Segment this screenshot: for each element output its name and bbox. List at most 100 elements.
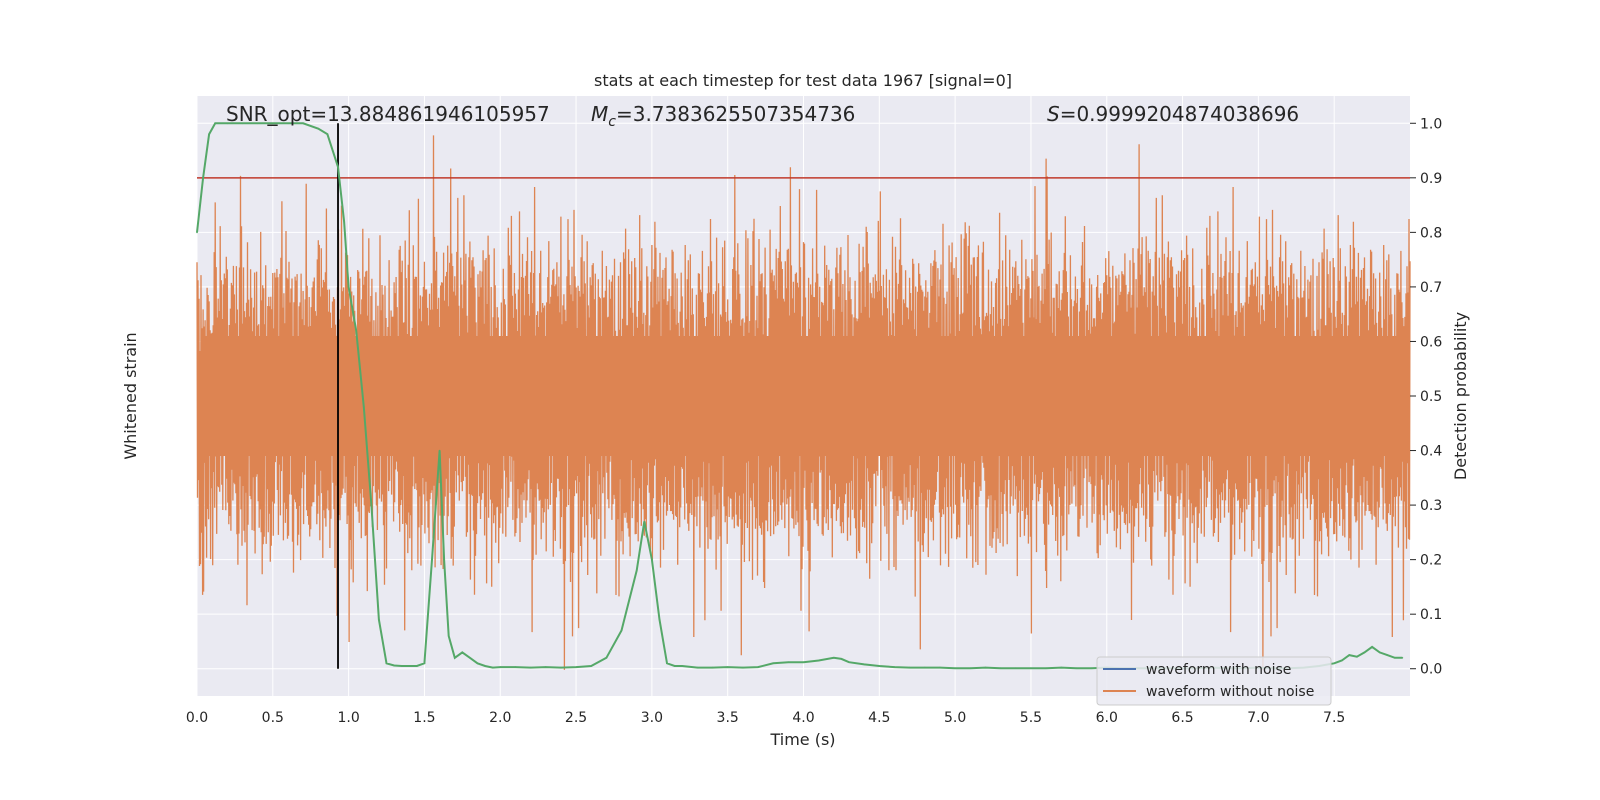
detection-probability-point xyxy=(208,133,210,135)
detection-probability-point xyxy=(1060,666,1063,669)
detection-probability-point xyxy=(999,667,1002,669)
detection-probability-point xyxy=(711,666,714,669)
detection-probability-point xyxy=(343,220,345,223)
chart-title: stats at each timestep for test data 196… xyxy=(594,71,1012,90)
x-tick-label: 3.0 xyxy=(641,710,663,726)
detection-probability-point xyxy=(840,658,843,660)
detection-probability-point xyxy=(696,666,699,669)
detection-probability-point xyxy=(954,667,956,669)
detection-probability-point xyxy=(378,618,380,621)
detection-probability-point xyxy=(560,666,562,669)
detection-probability-point xyxy=(772,662,774,665)
y-tick-label-right: 0.8 xyxy=(1420,225,1442,241)
x-tick-label: 0.5 xyxy=(262,710,284,726)
detection-probability-point xyxy=(476,662,479,665)
detection-probability-point xyxy=(681,665,683,667)
detection-probability-point xyxy=(969,667,972,669)
waveform-without-noise-line xyxy=(196,135,1411,670)
detection-probability-point xyxy=(416,665,418,667)
y-tick-label-right: 0.5 xyxy=(1420,389,1442,405)
legend-label-without-noise: waveform without noise xyxy=(1146,684,1314,700)
legend: waveform with noise waveform without noi… xyxy=(1096,656,1332,706)
detection-probability-point xyxy=(848,661,850,663)
detection-probability-point xyxy=(1075,667,1078,669)
detection-probability-point xyxy=(878,665,881,667)
detection-probability-point xyxy=(787,661,790,663)
detection-probability-point xyxy=(499,666,502,668)
detection-probability-point xyxy=(893,666,896,668)
chirp-mass-annotation: Mc=3.7383625507354736 xyxy=(591,102,855,130)
y-tick-label-right: 1.0 xyxy=(1420,116,1442,132)
x-tick-label: 7.5 xyxy=(1323,710,1345,726)
detection-probability-point xyxy=(1386,654,1389,656)
detection-probability-point xyxy=(984,666,987,669)
detection-probability-point xyxy=(256,122,259,125)
detection-probability-point xyxy=(385,662,388,665)
detection-probability-point xyxy=(491,666,494,669)
score-symbol: S xyxy=(1047,102,1060,126)
legend-label-with-noise: waveform with noise xyxy=(1146,662,1291,678)
detection-probability-point xyxy=(1015,667,1017,669)
detection-probability-point xyxy=(241,122,244,125)
detection-probability-point xyxy=(337,166,339,168)
detection-probability-point xyxy=(1090,667,1093,669)
detection-probability-point xyxy=(431,558,433,561)
detection-probability-point xyxy=(1363,651,1366,654)
detection-probability-point xyxy=(544,666,547,668)
detection-probability-point xyxy=(575,666,577,668)
chirp-mass-value: =3.7383625507354736 xyxy=(616,102,855,126)
detection-probability-point xyxy=(317,127,320,130)
detection-probability-point xyxy=(802,661,805,663)
y-tick-label-right: 0.9 xyxy=(1420,171,1442,187)
detection-probability-point xyxy=(620,629,623,632)
detection-probability-point xyxy=(469,657,471,659)
detection-probability-point xyxy=(347,286,350,288)
detection-probability-point xyxy=(1356,655,1358,658)
detection-probability-point xyxy=(355,329,358,332)
detection-probability-point xyxy=(272,122,274,125)
detection-probability-point xyxy=(742,666,744,669)
x-tick-label: 4.5 xyxy=(868,710,890,726)
y-tick-label-right: 0.0 xyxy=(1420,662,1442,678)
detection-probability-point xyxy=(214,122,216,125)
detection-probability-point xyxy=(939,666,941,669)
x-tick-label: 5.0 xyxy=(944,710,966,726)
detection-probability-point xyxy=(1378,651,1381,654)
detection-probability-point xyxy=(393,664,395,667)
y-tick-label-right: 0.6 xyxy=(1420,334,1442,350)
y-tick-label-right: 0.3 xyxy=(1420,498,1442,514)
detection-probability-point xyxy=(1333,662,1335,665)
y-axis-label-left: Whitened strain xyxy=(121,332,140,459)
y-tick-label-right: 0.1 xyxy=(1420,607,1442,623)
snr-annotation: SNR_opt=13.884861946105957 xyxy=(226,102,550,126)
detection-probability-point xyxy=(461,651,464,654)
x-tick-label: 3.5 xyxy=(717,710,739,726)
detection-probability-point xyxy=(1341,659,1343,662)
detection-probability-point xyxy=(447,635,450,637)
detection-probability-point xyxy=(590,665,592,667)
detection-probability-point xyxy=(363,406,365,408)
detection-probability-point xyxy=(726,666,729,668)
legend-box xyxy=(1096,656,1332,706)
detection-probability-point xyxy=(326,133,329,135)
detection-probability-point xyxy=(673,665,676,667)
detection-probability-point xyxy=(400,665,403,667)
x-tick-label: 2.5 xyxy=(565,710,587,726)
detection-probability-point xyxy=(924,666,926,669)
score-value: =0.9999204874038696 xyxy=(1060,102,1299,126)
x-tick-label: 5.5 xyxy=(1020,710,1042,726)
y-axis-label-right: Detection probability xyxy=(1451,312,1470,480)
detection-probability-point xyxy=(454,657,456,659)
detection-probability-point xyxy=(1394,657,1396,659)
x-tick-label: 6.5 xyxy=(1171,710,1193,726)
detection-probability-point xyxy=(514,666,517,668)
x-tick-label: 4.0 xyxy=(792,710,814,726)
detection-probability-point xyxy=(443,558,445,561)
x-axis-label: Time (s) xyxy=(769,730,835,749)
detection-probability-point xyxy=(438,449,441,452)
detection-probability-point xyxy=(1348,654,1351,656)
detection-probability-point xyxy=(643,520,646,523)
y-tick-label-right: 0.7 xyxy=(1420,280,1442,296)
detection-probability-point xyxy=(423,662,426,665)
